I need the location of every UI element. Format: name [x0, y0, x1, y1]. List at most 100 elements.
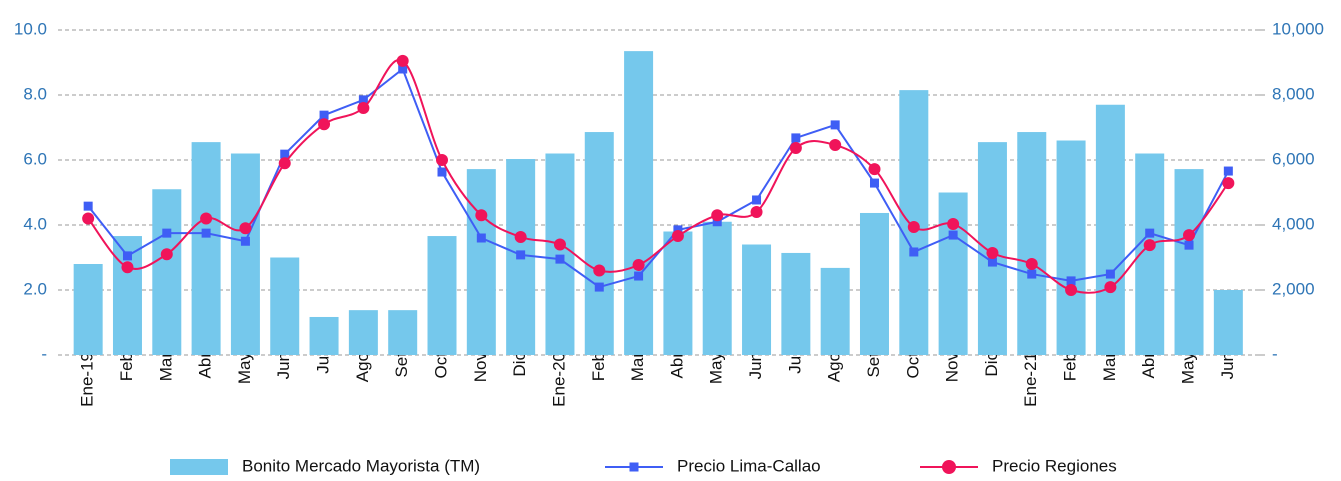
marker	[986, 246, 999, 259]
x-tick-label: Nov	[471, 352, 490, 383]
marker	[752, 195, 762, 205]
marker	[1066, 276, 1076, 286]
marker	[278, 157, 291, 170]
y-tick-label: 2.0	[23, 279, 47, 298]
bar	[466, 169, 496, 355]
x-tick-label: Nov	[943, 352, 962, 383]
legend-label: Precio Lima-Callao	[677, 456, 821, 475]
bar	[742, 244, 772, 355]
marker	[1222, 177, 1235, 190]
x-tick-label: Jun	[1218, 352, 1237, 379]
x-tick-label: Jul	[314, 352, 333, 374]
marker	[437, 167, 447, 177]
bar	[73, 264, 103, 355]
bar	[270, 257, 300, 355]
marker	[319, 110, 329, 120]
marker	[1183, 229, 1196, 242]
marker	[514, 231, 527, 244]
x-tick-label: May	[1179, 352, 1198, 385]
y-tick-label: 8.0	[23, 84, 47, 103]
marker	[1105, 269, 1115, 279]
x-tick-label: Jul	[785, 352, 804, 374]
marker	[436, 154, 449, 166]
marker	[553, 238, 566, 251]
marker	[907, 220, 920, 233]
marker	[632, 258, 645, 271]
x-tick-label: Abr	[667, 352, 686, 379]
bar	[702, 221, 732, 355]
marker	[239, 222, 252, 235]
y-tick-label: 4.0	[23, 214, 47, 233]
marker	[594, 282, 604, 292]
marker	[358, 95, 368, 105]
line	[87, 67, 1230, 289]
y-tick-label: 6.0	[23, 149, 47, 168]
x-tick-label: Ene-20	[549, 352, 568, 407]
marker	[1145, 228, 1155, 238]
x-tick-label: Oct	[431, 352, 450, 379]
marker	[671, 230, 684, 243]
legend-marker	[629, 462, 639, 472]
x-tick-label: Abr	[196, 352, 215, 379]
bar	[859, 212, 889, 355]
marker	[162, 228, 172, 238]
marker	[1104, 281, 1117, 294]
marker	[122, 251, 132, 261]
x-tick-label: Mar	[156, 352, 175, 382]
x-tick-label: Ago	[825, 352, 844, 382]
x-tick-label: Mar	[628, 352, 647, 382]
bar	[388, 310, 418, 355]
x-tick-label: Mar	[1100, 352, 1119, 382]
legend-marker	[942, 460, 956, 474]
x-tick-label: Ago	[353, 352, 372, 382]
y-tick-label: -	[41, 344, 47, 363]
marker	[1025, 258, 1038, 270]
legend-label: Bonito Mercado Mayorista (TM)	[242, 456, 480, 475]
bar	[663, 231, 693, 355]
y2-tick-label: 4,000	[1272, 214, 1315, 233]
marker	[83, 201, 93, 211]
marker	[593, 264, 606, 277]
x-tick-label: Ene-21	[1021, 352, 1040, 407]
bar	[1213, 290, 1243, 355]
marker	[947, 218, 960, 231]
marker	[868, 163, 881, 176]
bar	[348, 310, 378, 355]
marker	[398, 64, 408, 74]
x-tick-label: Oct	[903, 352, 922, 379]
x-tick-label: Feb	[589, 352, 608, 381]
marker	[711, 209, 724, 222]
marker	[1184, 240, 1194, 250]
bar	[191, 142, 221, 355]
marker	[829, 139, 842, 152]
marker	[830, 120, 840, 130]
marker	[475, 209, 488, 222]
marker	[987, 257, 997, 267]
marker	[750, 206, 763, 218]
x-tick-label: Dic	[982, 352, 1001, 377]
marker	[869, 178, 879, 188]
bar	[1056, 140, 1086, 355]
marker	[791, 133, 801, 143]
bar	[938, 192, 968, 355]
marker	[789, 141, 802, 154]
marker	[240, 236, 250, 246]
marker	[121, 261, 134, 274]
bar	[1095, 104, 1125, 355]
bar	[1017, 132, 1047, 355]
bar	[584, 132, 614, 355]
legend-swatch	[170, 459, 228, 475]
marker	[712, 217, 722, 227]
x-tick-label: Set	[864, 352, 883, 378]
y2-tick-label: 6,000	[1272, 149, 1315, 168]
bar	[624, 51, 654, 355]
marker	[673, 225, 683, 235]
bar	[1174, 169, 1204, 355]
x-tick-label: May	[707, 352, 726, 385]
bar	[820, 267, 850, 355]
marker	[1143, 239, 1156, 252]
marker	[280, 149, 290, 159]
marker	[1223, 166, 1233, 176]
marker	[516, 250, 526, 260]
y2-tick-label: 10,000	[1272, 19, 1324, 38]
